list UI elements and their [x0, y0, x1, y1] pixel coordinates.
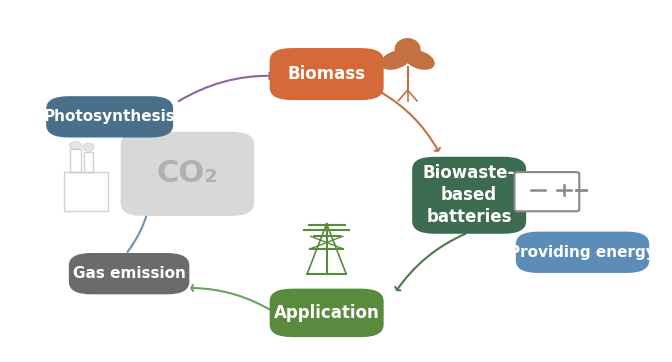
FancyBboxPatch shape [269, 289, 384, 337]
Text: Photosynthesis: Photosynthesis [44, 109, 175, 124]
Ellipse shape [395, 39, 420, 59]
Text: CO₂: CO₂ [157, 159, 218, 188]
Text: Gas emission: Gas emission [73, 266, 185, 281]
Ellipse shape [83, 143, 94, 151]
FancyBboxPatch shape [516, 232, 649, 273]
FancyBboxPatch shape [69, 253, 190, 294]
FancyBboxPatch shape [46, 96, 173, 138]
Text: Application: Application [274, 304, 380, 322]
Ellipse shape [405, 50, 434, 69]
Ellipse shape [381, 50, 411, 69]
Text: Biomass: Biomass [288, 65, 366, 83]
FancyBboxPatch shape [121, 132, 254, 216]
FancyBboxPatch shape [269, 48, 384, 100]
Ellipse shape [69, 142, 81, 149]
Text: Providing energy: Providing energy [509, 245, 656, 260]
Text: Biowaste-
based
batteries: Biowaste- based batteries [423, 164, 515, 227]
FancyBboxPatch shape [515, 172, 579, 211]
FancyBboxPatch shape [412, 157, 526, 234]
